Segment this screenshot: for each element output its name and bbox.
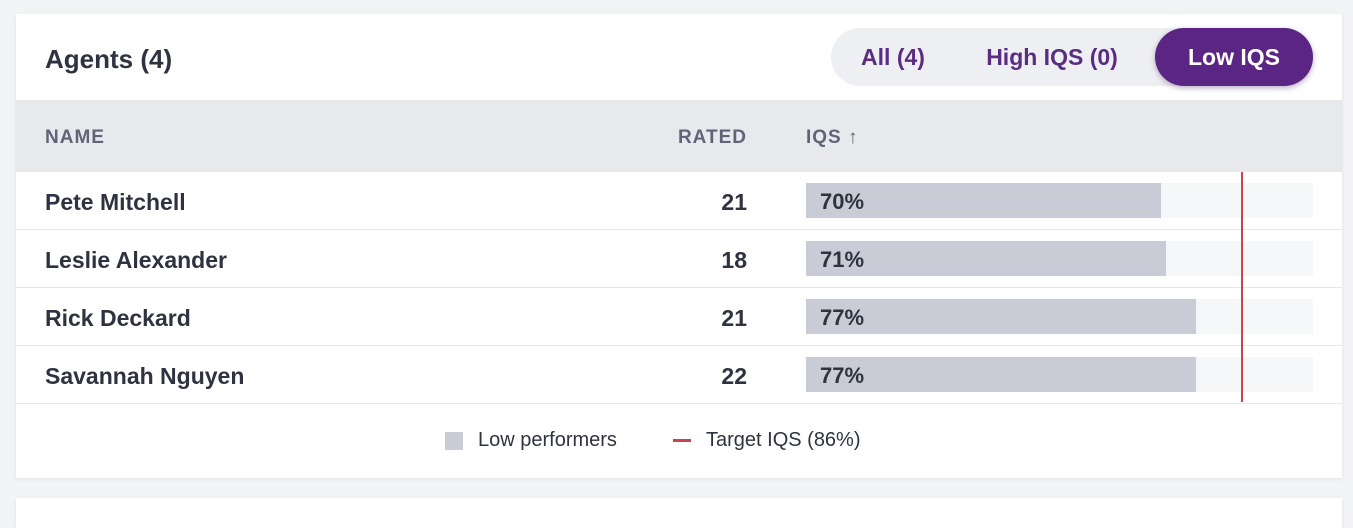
iqs-bar-track: 77% xyxy=(806,357,1313,392)
table-row[interactable]: Pete Mitchell 21 70% xyxy=(16,172,1342,230)
chart-legend: Low performers Target IQS (86%) xyxy=(16,402,1342,478)
column-header-iqs-sort[interactable]: IQS ↑ xyxy=(806,127,859,148)
table-body: Pete Mitchell 21 70% Leslie Alexander 18… xyxy=(16,172,1342,404)
card-title: Agents (4) xyxy=(45,44,173,74)
rated-count: 21 xyxy=(721,305,747,331)
next-card xyxy=(16,498,1342,528)
target-iqs-swatch xyxy=(673,439,691,442)
table-row[interactable]: Leslie Alexander 18 71% xyxy=(16,230,1342,288)
legend-low-performers-label: Low performers xyxy=(478,429,617,451)
agent-name[interactable]: Savannah Nguyen xyxy=(45,363,245,389)
iqs-value: 70% xyxy=(820,189,865,214)
iqs-bar xyxy=(806,183,1161,218)
agent-name[interactable]: Rick Deckard xyxy=(45,305,191,331)
rated-count: 22 xyxy=(721,363,747,389)
rated-count: 21 xyxy=(721,189,747,215)
iqs-bar xyxy=(806,241,1166,276)
column-header-name[interactable]: NAME xyxy=(45,127,105,148)
legend-target-iqs-label: Target IQS (86%) xyxy=(706,429,861,451)
legend-target-iqs: Target IQS (86%) xyxy=(673,429,861,452)
table-row[interactable]: Rick Deckard 21 77% xyxy=(16,288,1342,346)
filter-low-iqs-button[interactable]: Low IQS xyxy=(1155,28,1313,86)
filter-all-button[interactable]: All (4) xyxy=(861,43,925,70)
legend-low-performers: Low performers xyxy=(445,429,617,452)
iqs-bar-track: 77% xyxy=(806,299,1313,334)
iqs-bar xyxy=(806,357,1197,392)
iqs-bar xyxy=(806,299,1197,334)
low-performers-swatch xyxy=(445,431,463,450)
rated-count: 18 xyxy=(721,247,747,273)
iqs-value: 77% xyxy=(820,363,865,388)
card-header: Agents (4) All (4) High IQS (0) Low IQS xyxy=(16,14,1342,100)
iqs-value: 77% xyxy=(820,305,865,330)
table-row[interactable]: Savannah Nguyen 22 77% xyxy=(16,346,1342,404)
column-header-rated[interactable]: RATED xyxy=(677,127,747,148)
iqs-filter-segmented-control: All (4) High IQS (0) Low IQS xyxy=(831,28,1313,86)
iqs-bar-track: 71% xyxy=(806,241,1313,276)
target-iqs-line xyxy=(1241,172,1244,402)
iqs-value: 71% xyxy=(820,247,865,272)
agent-name[interactable]: Pete Mitchell xyxy=(45,189,186,215)
filter-high-iqs-button[interactable]: High IQS (0) xyxy=(986,43,1118,70)
table-header: NAME RATED IQS ↑ xyxy=(16,100,1342,172)
agents-card: Agents (4) All (4) High IQS (0) Low IQS … xyxy=(16,14,1342,478)
iqs-bar-track: 70% xyxy=(806,183,1313,218)
agent-name[interactable]: Leslie Alexander xyxy=(45,247,227,273)
